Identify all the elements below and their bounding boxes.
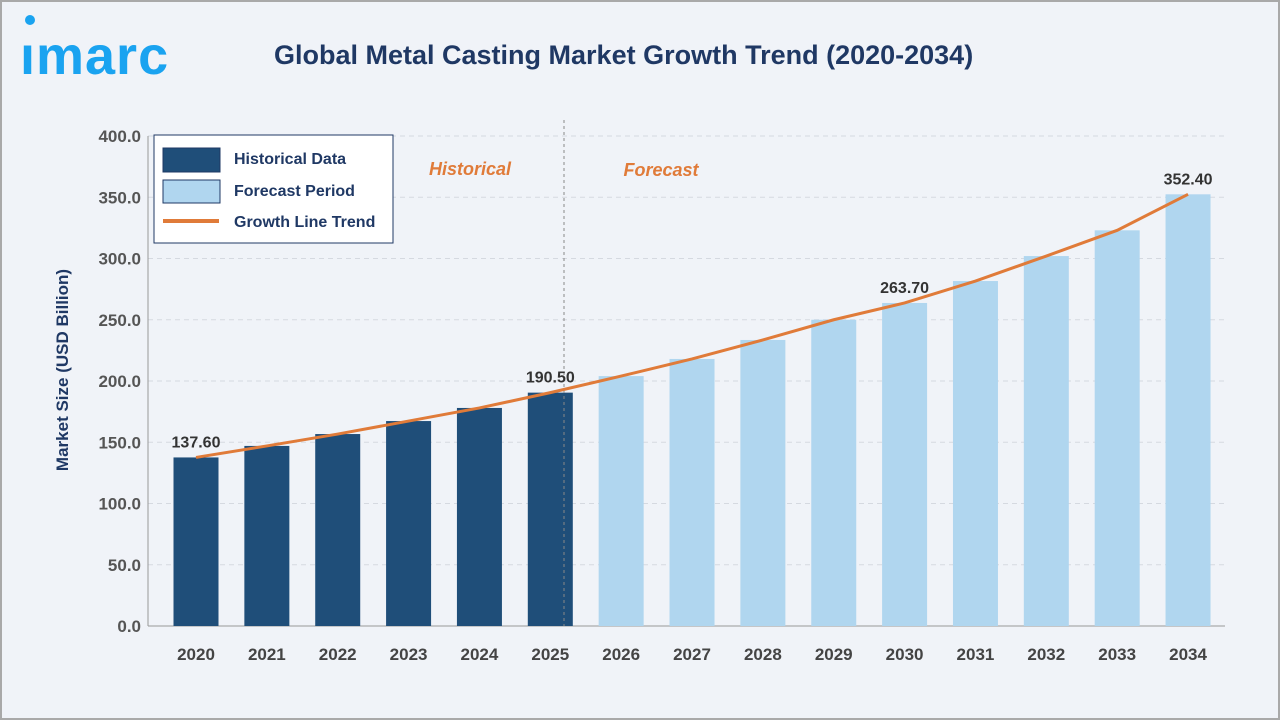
bar-2023 (386, 421, 432, 626)
x-tick-label: 2032 (1027, 645, 1065, 664)
imarc-logo: ımarc (20, 15, 169, 82)
chart-title: Global Metal Casting Market Growth Trend… (274, 40, 974, 70)
x-tick-label: 2033 (1098, 645, 1136, 664)
y-tick-label: 200.0 (98, 372, 141, 391)
x-tick-label: 2034 (1169, 645, 1207, 664)
y-tick-label: 0.0 (117, 617, 141, 636)
legend-swatch-historical (162, 147, 221, 173)
bar-2027 (669, 358, 715, 626)
bar-2028 (740, 339, 786, 626)
svg-text:ımarc: ımarc (20, 26, 169, 82)
legend-label: Growth Line Trend (234, 214, 375, 231)
bar-2031 (952, 281, 998, 626)
y-tick-label: 300.0 (98, 250, 141, 269)
bar-2030 (882, 302, 928, 626)
bar-2021 (244, 445, 290, 626)
bar-2020 (173, 457, 219, 626)
y-tick-label: 350.0 (98, 188, 141, 207)
bar-2029 (811, 319, 857, 626)
forecast-annotation: Forecast (623, 160, 699, 180)
y-tick-label: 100.0 (98, 495, 141, 514)
historical-annotation: Historical (429, 159, 512, 179)
y-axis-label: Market Size (USD Billion) (53, 269, 72, 471)
x-tick-label: 2020 (177, 645, 215, 664)
x-tick-label: 2029 (815, 645, 853, 664)
bar-2026 (598, 376, 644, 626)
legend-label: Historical Data (234, 151, 346, 168)
y-tick-label: 50.0 (108, 556, 141, 575)
bar-2033 (1094, 230, 1140, 626)
x-tick-label: 2026 (602, 645, 640, 664)
bar-2034 (1165, 194, 1211, 626)
legend-swatch-forecast (162, 179, 221, 204)
x-tick-label: 2025 (531, 645, 569, 664)
data-label-2025: 190.50 (526, 370, 575, 387)
bar-2025 (527, 392, 573, 626)
data-label-2034: 352.40 (1164, 171, 1213, 188)
data-label-2020: 137.60 (172, 434, 221, 451)
x-tick-label: 2027 (673, 645, 711, 664)
legend-label: Forecast Period (234, 183, 355, 200)
bar-2022 (315, 434, 361, 626)
y-tick-label: 400.0 (98, 127, 141, 146)
y-tick-label: 150.0 (98, 433, 141, 452)
x-tick-label: 2030 (886, 645, 924, 664)
data-label-2030: 263.70 (880, 280, 929, 297)
x-tick-label: 2022 (319, 645, 357, 664)
x-tick-label: 2031 (957, 645, 995, 664)
bar-2032 (1023, 256, 1069, 626)
x-tick-label: 2023 (390, 645, 428, 664)
x-tick-label: 2024 (461, 645, 499, 664)
x-tick-label: 2021 (248, 645, 286, 664)
bar-2024 (456, 407, 502, 626)
x-tick-label: 2028 (744, 645, 782, 664)
growth-trend-line (195, 192, 1189, 459)
y-tick-label: 250.0 (98, 311, 141, 330)
